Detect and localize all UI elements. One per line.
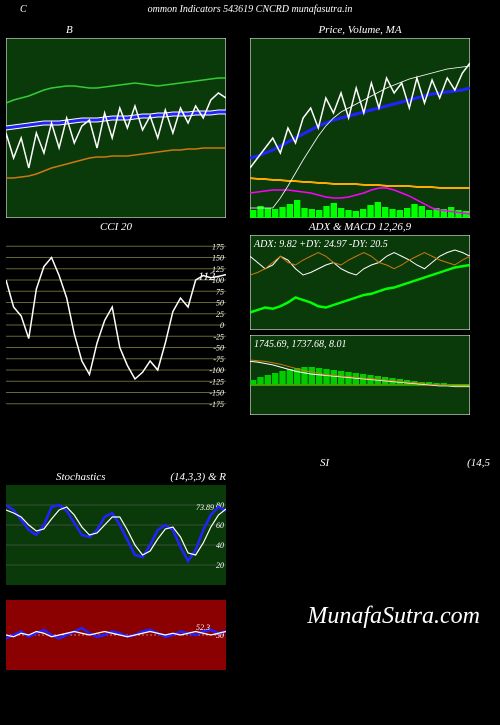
- svg-text:25: 25: [216, 310, 224, 319]
- rsi-title2: (14,5: [320, 457, 490, 469]
- panel-stoch: Stochastics (14,3,3) & R 8060402073.89: [6, 485, 226, 585]
- svg-text:-100: -100: [209, 366, 224, 375]
- svg-text:-175: -175: [209, 400, 224, 409]
- svg-text:40: 40: [216, 541, 224, 550]
- stoch-chart: 8060402073.89: [6, 485, 226, 585]
- panel-bollinger: B: [6, 38, 226, 218]
- pricema-title: Price, Volume, MA: [250, 24, 470, 36]
- svg-text:50: 50: [216, 299, 224, 308]
- svg-text:75: 75: [216, 287, 224, 296]
- svg-text:-75: -75: [213, 355, 224, 364]
- svg-text:1745.69, 1737.68, 8.01: 1745.69, 1737.68, 8.01: [254, 339, 347, 350]
- svg-text:-125: -125: [209, 377, 224, 386]
- cci-title: CCI 20: [6, 221, 226, 233]
- bollinger-chart: [6, 38, 226, 218]
- svg-text:-25: -25: [213, 332, 224, 341]
- adx-title: ADX & MACD 12,26,9: [250, 221, 470, 233]
- panel-macd: 1745.69, 1737.68, 8.01: [250, 335, 470, 415]
- svg-text:52.3: 52.3: [196, 623, 210, 632]
- svg-text:20: 20: [216, 561, 224, 570]
- svg-text:0: 0: [220, 321, 224, 330]
- cci-chart: 1751501251007550250-25-50-75-100-125-150…: [6, 235, 226, 415]
- stoch-title: Stochastics: [56, 471, 166, 483]
- page-header: C ommon Indicators 543619 CNCRD munafasu…: [0, 0, 500, 19]
- panel-pricema: Price, Volume, MA: [250, 38, 470, 218]
- svg-text:60: 60: [216, 521, 224, 530]
- stoch-title2: (14,3,3) & R: [170, 471, 226, 483]
- watermark: MunafaSutra.com: [307, 603, 480, 630]
- adx-chart: ADX: 9.82 +DY: 24.97 -DY: 20.5: [250, 235, 470, 330]
- svg-text:ADX: 9.82 +DY: 24.97 -DY: 20.5: ADX: 9.82 +DY: 24.97 -DY: 20.5: [253, 239, 388, 250]
- svg-text:-50: -50: [213, 344, 224, 353]
- pricema-chart: [250, 38, 470, 218]
- svg-text:73.89: 73.89: [196, 503, 214, 512]
- panel-cci: CCI 20 1751501251007550250-25-50-75-100-…: [6, 235, 226, 415]
- svg-text:-150: -150: [209, 389, 224, 398]
- svg-text:112: 112: [198, 269, 215, 283]
- panel-adx: ADX & MACD 12,26,9 ADX: 9.82 +DY: 24.97 …: [250, 235, 470, 330]
- svg-text:175: 175: [212, 242, 224, 251]
- svg-text:150: 150: [212, 254, 224, 263]
- rsi-chart: 5052.3: [6, 600, 226, 670]
- header-left: C: [20, 4, 27, 15]
- panel-rsi: 5052.3: [6, 600, 226, 670]
- header-text: ommon Indicators 543619 CNCRD munafasutr…: [148, 4, 353, 15]
- macd-chart: 1745.69, 1737.68, 8.01: [250, 335, 470, 415]
